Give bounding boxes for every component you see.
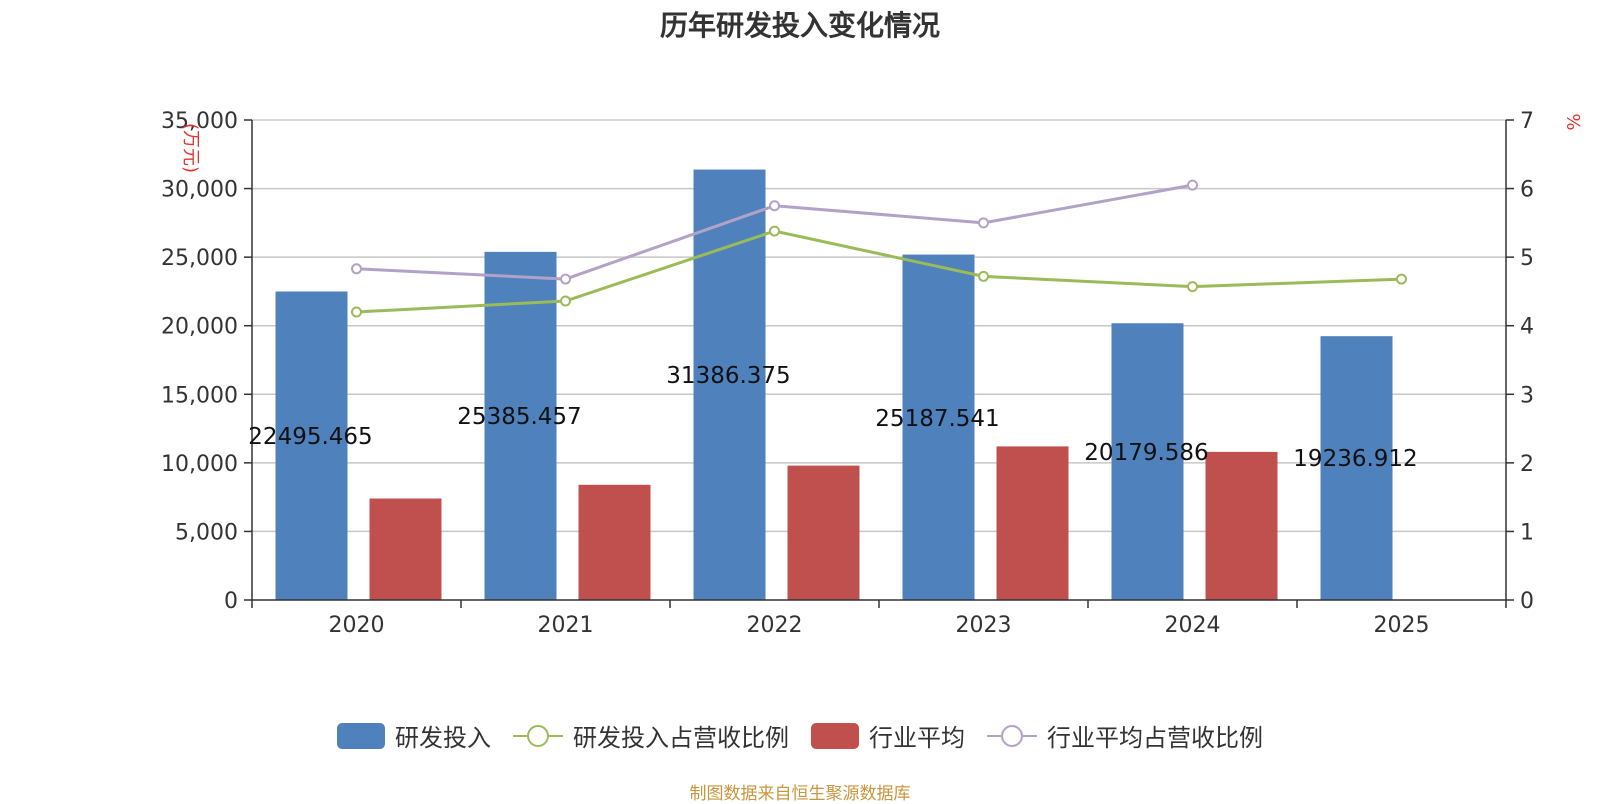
legend-swatch-rd-ratio	[513, 724, 563, 747]
y-left-tick-label: 15,000	[161, 383, 238, 408]
x-tick-label: 2023	[956, 613, 1012, 638]
bar-rd-investment-2025	[1320, 336, 1393, 600]
legend-item-rd-investment[interactable]: 研发投入	[337, 718, 491, 753]
legend-swatch-industry-ratio	[987, 724, 1037, 747]
legend-label-industry-average: 行业平均	[869, 724, 965, 752]
data-label-rd-2023: 25187.541	[875, 406, 999, 432]
data-label-rd-2025: 19236.912	[1293, 446, 1417, 472]
x-tick-label: 2024	[1165, 613, 1221, 638]
y-left-axis-label: (万元)	[180, 123, 201, 173]
data-label-rd-2021: 25385.457	[457, 404, 581, 430]
y-right-tick-label: 1	[1520, 520, 1534, 545]
y-right-axis-label: %	[1564, 113, 1585, 130]
point-industry-ratio	[978, 217, 989, 229]
legend-label-rd-ratio: 研发投入占营收比例	[573, 724, 789, 752]
bar-rd-investment-2021	[484, 251, 557, 601]
x-tick-label: 2022	[747, 613, 803, 638]
y-left-tick-label: 5,000	[175, 520, 238, 545]
bar-rd-investment-2022	[693, 169, 766, 600]
x-tick-label: 2021	[538, 613, 594, 638]
point-rd-ratio	[351, 306, 362, 318]
y-right-tick-label: 5	[1520, 246, 1534, 271]
bar-rd-investment-2024	[1111, 323, 1184, 600]
bar-rd-investment-2020	[275, 291, 348, 600]
point-industry-ratio	[560, 273, 571, 285]
data-source-note: 制图数据来自恒生聚源数据库	[689, 784, 911, 804]
legend-item-industry-average[interactable]: 行业平均	[811, 718, 965, 753]
legend: 研发投入 研发投入占营收比例 行业平均 行业平均占营收比例	[0, 718, 1600, 753]
lines	[351, 179, 1407, 318]
bar-industry-average-2020	[369, 498, 442, 600]
legend-item-industry-ratio[interactable]: 行业平均占营收比例	[987, 718, 1263, 753]
x-tick-label: 2020	[329, 613, 385, 638]
axes: 0 5,000 10,000 15,000 20,000 25,000 30,000 35,0…	[161, 109, 1585, 638]
legend-swatch-industry-average	[811, 722, 859, 749]
y-left-tick-label: 20,000	[161, 315, 238, 340]
bar-industry-average-2024	[1205, 451, 1278, 600]
gridlines	[252, 119, 1506, 533]
y-right-tick-label: 6	[1520, 178, 1534, 203]
point-rd-ratio	[769, 225, 780, 237]
y-left-tick-label: 25,000	[161, 246, 238, 271]
legend-item-rd-ratio[interactable]: 研发投入占营收比例	[513, 718, 789, 753]
point-rd-ratio	[1396, 273, 1407, 285]
data-label-rd-2024: 20179.586	[1084, 440, 1208, 466]
y-left-tick-label: 30,000	[161, 178, 238, 203]
bars	[275, 169, 1393, 601]
point-industry-ratio	[351, 263, 362, 275]
y-left-tick-label: 0	[224, 589, 238, 614]
data-label-rd-2022: 31386.375	[666, 363, 790, 389]
legend-swatch-rd-investment	[337, 722, 385, 749]
y-left-tick-label: 10,000	[161, 452, 238, 477]
data-label-rd-2020: 22495.465	[248, 424, 372, 450]
bar-industry-average-2023	[996, 446, 1069, 600]
legend-label-rd-investment: 研发投入	[395, 724, 491, 752]
point-rd-ratio	[978, 270, 989, 282]
bar-industry-average-2022	[787, 465, 860, 600]
bar-rd-investment-2023	[902, 254, 975, 600]
bar-industry-average-2021	[578, 484, 651, 600]
y-left-tick-label: 35,000	[161, 109, 238, 134]
y-right-tick-label: 0	[1520, 589, 1534, 614]
data-labels: 22495.465 25385.457 31386.375 25187.541 2017…	[248, 363, 1417, 472]
y-right-tick-label: 2	[1520, 452, 1534, 477]
y-right-tick-label: 4	[1520, 315, 1534, 340]
line-rd-ratio	[356, 229, 1402, 314]
y-right-tick-label: 3	[1520, 383, 1534, 408]
point-industry-ratio	[769, 200, 780, 212]
legend-label-industry-ratio: 行业平均占营收比例	[1047, 724, 1263, 752]
point-industry-ratio	[1187, 179, 1198, 191]
y-right-tick-label: 7	[1520, 109, 1534, 134]
x-tick-label: 2025	[1374, 613, 1430, 638]
chart-title: 历年研发投入变化情况	[659, 9, 940, 42]
point-rd-ratio	[560, 295, 571, 307]
point-rd-ratio	[1187, 281, 1198, 293]
